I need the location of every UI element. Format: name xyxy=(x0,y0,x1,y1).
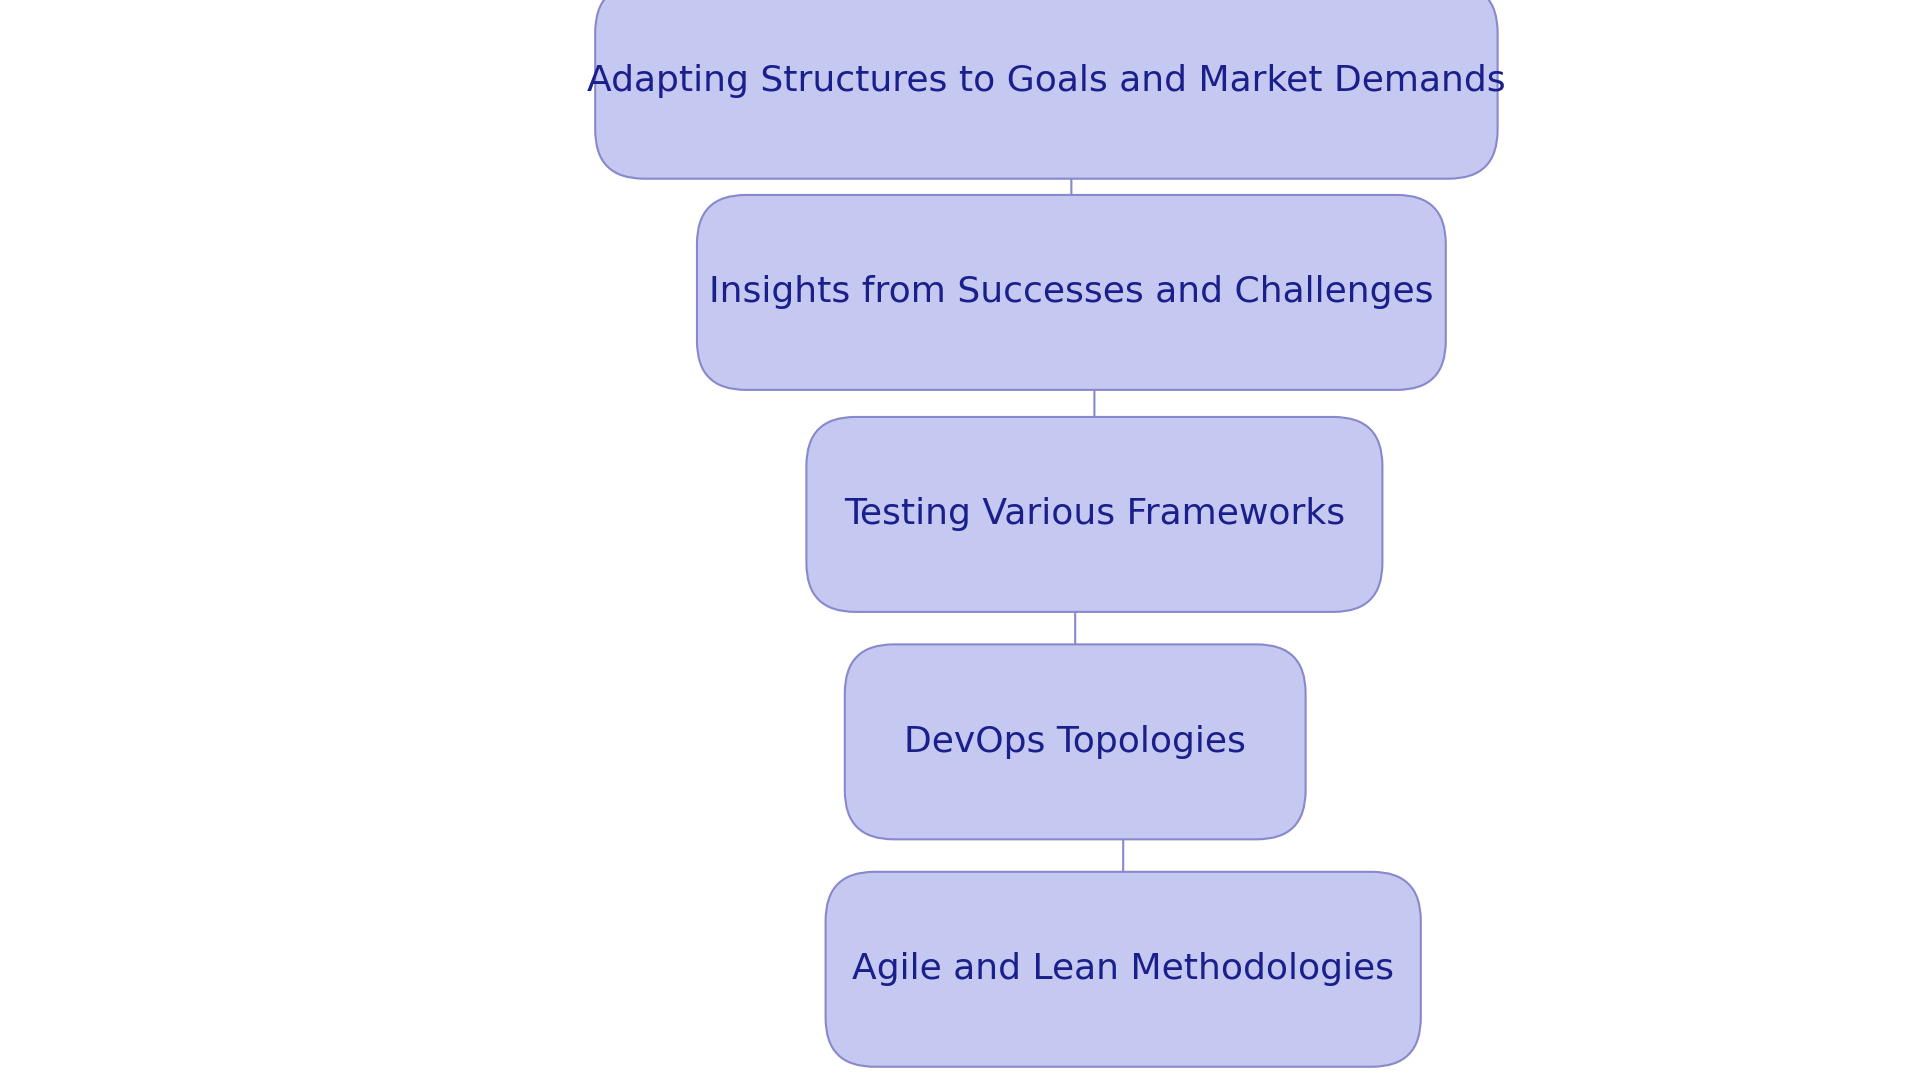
FancyBboxPatch shape xyxy=(595,0,1498,179)
FancyBboxPatch shape xyxy=(845,644,1306,839)
FancyBboxPatch shape xyxy=(826,872,1421,1067)
FancyBboxPatch shape xyxy=(697,195,1446,390)
Text: Agile and Lean Methodologies: Agile and Lean Methodologies xyxy=(852,952,1394,987)
Text: DevOps Topologies: DevOps Topologies xyxy=(904,725,1246,759)
Text: Testing Various Frameworks: Testing Various Frameworks xyxy=(843,497,1346,532)
Text: Adapting Structures to Goals and Market Demands: Adapting Structures to Goals and Market … xyxy=(588,64,1505,99)
FancyBboxPatch shape xyxy=(806,417,1382,612)
Text: Insights from Successes and Challenges: Insights from Successes and Challenges xyxy=(708,275,1434,310)
